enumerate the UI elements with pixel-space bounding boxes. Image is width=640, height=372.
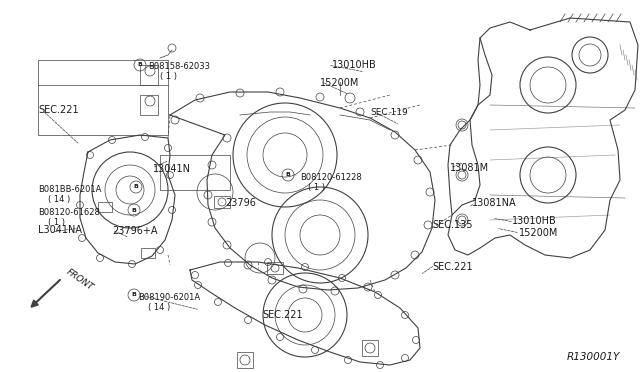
Bar xyxy=(362,340,378,356)
Text: FRONT: FRONT xyxy=(65,267,95,292)
Text: B08190-6201A: B08190-6201A xyxy=(138,293,200,302)
Text: 15200M: 15200M xyxy=(519,228,558,238)
Text: ( 1 ): ( 1 ) xyxy=(48,218,65,227)
Text: ( 1 ): ( 1 ) xyxy=(160,72,177,81)
Bar xyxy=(140,65,158,85)
Text: L3041NA: L3041NA xyxy=(38,225,82,235)
Text: B081BB-6201A: B081BB-6201A xyxy=(38,185,101,194)
Text: 13081NA: 13081NA xyxy=(472,198,516,208)
Text: B08158-62033: B08158-62033 xyxy=(148,62,210,71)
Bar xyxy=(141,248,155,258)
Text: SEC.221: SEC.221 xyxy=(432,262,472,272)
Bar xyxy=(98,202,112,212)
Bar xyxy=(160,155,230,190)
Text: SEC.135: SEC.135 xyxy=(432,220,472,230)
Text: 23796: 23796 xyxy=(225,198,256,208)
Text: SEC.119: SEC.119 xyxy=(370,108,408,117)
Text: ( 1 ): ( 1 ) xyxy=(308,183,325,192)
Text: 23796+A: 23796+A xyxy=(112,226,157,236)
Text: ( 14 ): ( 14 ) xyxy=(148,303,170,312)
Text: 13041N: 13041N xyxy=(153,164,191,174)
Text: SEC.221: SEC.221 xyxy=(262,310,303,320)
Bar xyxy=(237,352,253,368)
Text: ( 14 ): ( 14 ) xyxy=(48,195,70,204)
Text: R130001Y: R130001Y xyxy=(566,352,620,362)
Text: 13010HB: 13010HB xyxy=(332,60,377,70)
Text: B08120-61628: B08120-61628 xyxy=(38,208,100,217)
Text: 13010HB: 13010HB xyxy=(512,216,557,226)
Text: B: B xyxy=(134,185,138,189)
Text: B: B xyxy=(132,208,136,212)
Text: 13081M: 13081M xyxy=(450,163,489,173)
Bar xyxy=(214,196,230,208)
Text: B08120-61228: B08120-61228 xyxy=(300,173,362,182)
Text: B: B xyxy=(138,62,143,67)
Text: SEC.221: SEC.221 xyxy=(38,105,79,115)
Bar xyxy=(140,95,158,115)
Text: 15200M: 15200M xyxy=(320,78,360,88)
Text: B: B xyxy=(285,173,291,177)
Bar xyxy=(267,262,283,274)
Text: B: B xyxy=(132,292,136,298)
Bar xyxy=(38,60,168,135)
